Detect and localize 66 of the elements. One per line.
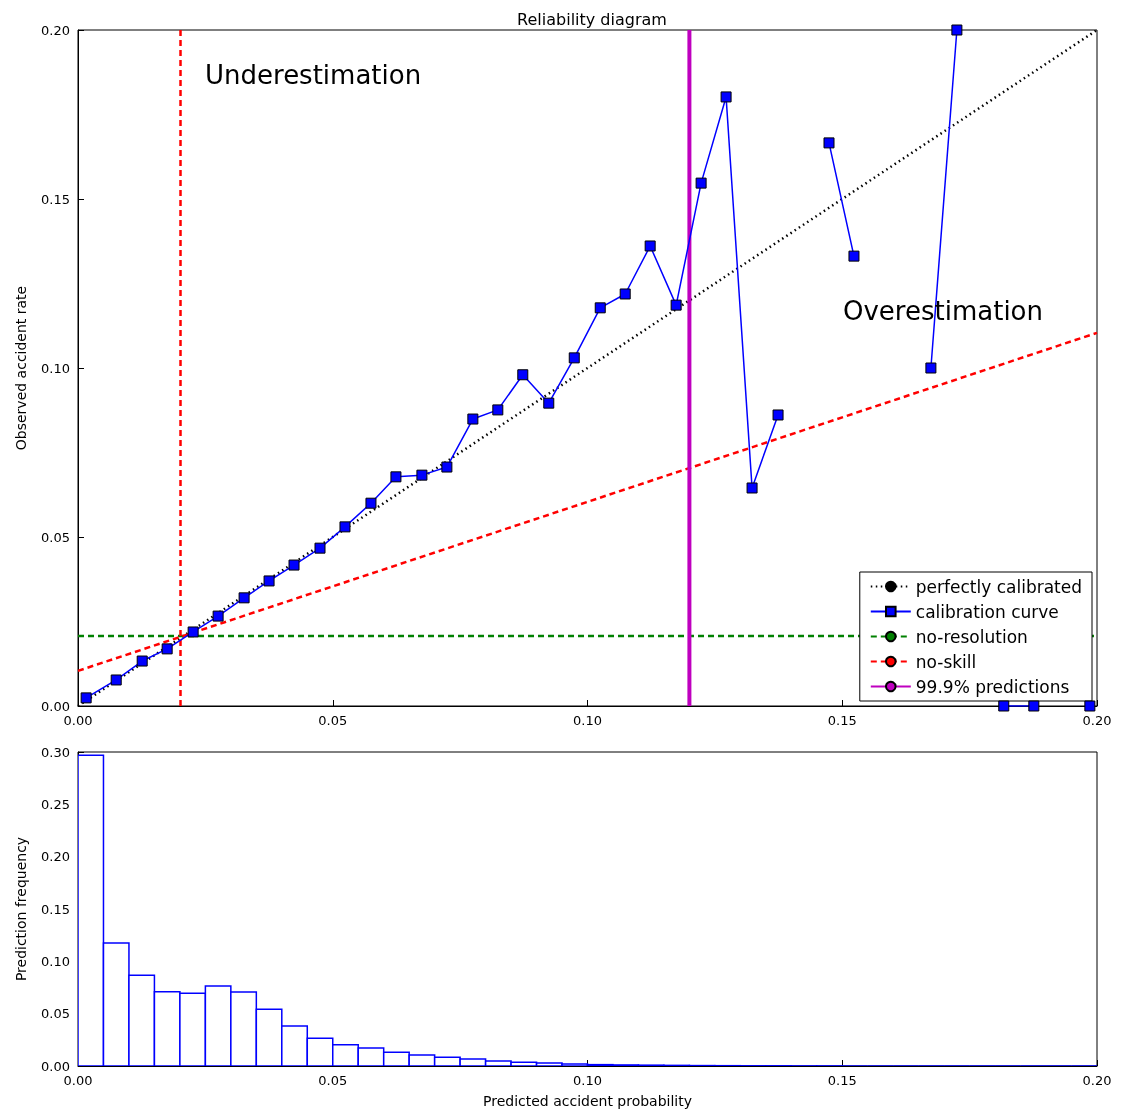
y-tick-label: 0.20: [41, 22, 70, 38]
point: [110, 674, 122, 686]
x-tick-label: 0.05: [318, 1073, 348, 1088]
y-tick-label: 0.10: [41, 953, 70, 969]
point: [1028, 700, 1040, 712]
chart-title: Reliability diagram: [517, 9, 667, 29]
point: [746, 482, 758, 494]
point: [136, 655, 148, 667]
point: [998, 700, 1010, 712]
x-tick-label: 0.00: [63, 713, 93, 728]
point: [416, 469, 428, 481]
legend-label: no-resolution: [915, 626, 1028, 647]
y-tick-label: 0.30: [41, 744, 70, 760]
x-tick-label: 0.20: [1082, 1073, 1112, 1088]
point: [772, 409, 784, 421]
point: [823, 137, 835, 149]
y-axis-title: Prediction frequency: [13, 836, 29, 982]
annotation: Underestimation: [205, 60, 422, 90]
point: [238, 592, 250, 604]
y-axis-title: Observed accident rate: [13, 285, 29, 451]
legend-label: no-skill: [915, 651, 977, 672]
point: [720, 91, 732, 103]
x-tick-label: 0.20: [1082, 713, 1112, 728]
point: [848, 250, 860, 262]
x-tick-label: 0.05: [318, 713, 348, 728]
y-tick-label: 0.15: [41, 191, 70, 207]
point: [441, 461, 453, 473]
y-tick-label: 0.00: [41, 698, 70, 714]
y-tick-label: 0.05: [41, 529, 70, 545]
point: [568, 352, 580, 364]
point: [80, 692, 92, 704]
y-tick-label: 0.00: [41, 1058, 70, 1074]
point: [339, 521, 351, 533]
point: [517, 369, 529, 381]
x-tick-label: 0.10: [573, 713, 602, 728]
point: [951, 24, 963, 36]
x-axis-title: Predicted accident probability: [482, 1093, 693, 1109]
point: [390, 471, 402, 483]
point: [212, 610, 224, 622]
point: [695, 177, 707, 189]
point: [925, 362, 937, 374]
point: [314, 542, 326, 554]
point: [594, 302, 606, 314]
point: [492, 404, 504, 416]
x-tick-label: 0.00: [63, 1073, 93, 1088]
x-tick-label: 0.15: [827, 1073, 857, 1088]
point: [619, 288, 631, 300]
legend-label: calibration curve: [915, 601, 1059, 622]
x-tick-label: 0.10: [573, 1073, 602, 1088]
point: [467, 413, 479, 425]
y-tick-label: 0.10: [41, 360, 70, 376]
legend-label: 99.9% predictions: [915, 676, 1070, 697]
point: [670, 299, 682, 311]
y-tick-label: 0.15: [41, 901, 70, 917]
point: [365, 497, 377, 509]
point: [263, 575, 275, 587]
point: [644, 240, 656, 252]
y-tick-label: 0.25: [41, 796, 70, 812]
point: [187, 626, 199, 638]
x-tick-label: 0.15: [827, 713, 857, 728]
point: [543, 397, 555, 409]
point: [161, 643, 173, 655]
legend-label: perfectly calibrated: [915, 576, 1083, 597]
point: [288, 559, 300, 571]
y-tick-label: 0.05: [41, 1006, 70, 1022]
y-tick-label: 0.20: [41, 849, 70, 865]
